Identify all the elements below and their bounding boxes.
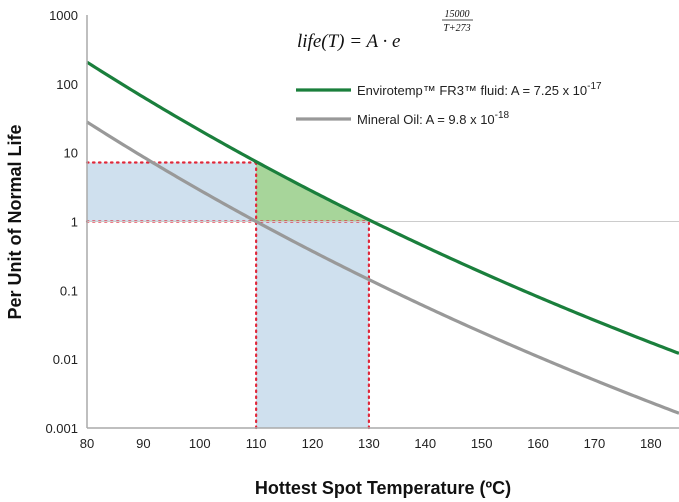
- tick-labels: 80 90 100 110 120 130 140 150 160 170 1800.0010.01…: [45, 8, 661, 451]
- y-tick-label: 0.01: [53, 352, 78, 367]
- series-line-0: [86, 60, 679, 355]
- shaded-regions: [87, 161, 369, 428]
- series-line-1: [86, 120, 679, 415]
- x-tick-label: 110: [246, 436, 267, 451]
- x-tick-label: 80: [80, 436, 94, 451]
- x-tick-label: 100: [189, 436, 211, 451]
- y-axis-title: Per Unit of Normal Life: [5, 124, 25, 319]
- y-tick-label: 0.1: [60, 283, 78, 298]
- legend-label-1: Mineral Oil: A = 9.8 x 10-18: [357, 110, 510, 127]
- legend-label-exponent: -18: [495, 110, 510, 121]
- legend-label-exponent: -17: [587, 81, 602, 92]
- legend: Envirotemp™ FR3™ fluid: A = 7.25 x 10-17…: [296, 81, 602, 127]
- y-tick-label: 1000: [49, 8, 78, 23]
- formula-exponent-denominator: T+273: [443, 23, 470, 34]
- formula-main: life(T) = A · e: [297, 31, 400, 52]
- x-tick-label: 170: [584, 436, 606, 451]
- legend-label-text: Envirotemp™ FR3™ fluid: A = 7.25 x 10: [357, 83, 587, 98]
- x-tick-label: 130: [358, 436, 380, 451]
- y-tick-label: 10: [64, 146, 78, 161]
- legend-label-0: Envirotemp™ FR3™ fluid: A = 7.25 x 10-17: [357, 81, 602, 98]
- series-lines: [86, 60, 679, 415]
- y-tick-label: 1: [71, 215, 78, 230]
- y-tick-label: 0.001: [45, 421, 78, 436]
- x-tick-label: 180: [640, 436, 662, 451]
- x-tick-label: 90: [136, 436, 150, 451]
- x-tick-label: 160: [527, 436, 549, 451]
- x-axis-title: Hottest Spot Temperature (ºC): [255, 478, 511, 498]
- axes: [86, 15, 679, 429]
- shaded-region-1: [256, 221, 369, 428]
- y-tick-label: 100: [56, 77, 78, 92]
- x-tick-label: 150: [471, 436, 493, 451]
- x-tick-label: 140: [414, 436, 436, 451]
- life-formula: life(T) = A · e 15000 T+273: [297, 9, 473, 52]
- legend-label-text: Mineral Oil: A = 9.8 x 10: [357, 112, 495, 127]
- x-tick-label: 120: [302, 436, 324, 451]
- formula-exponent-numerator: 15000: [445, 9, 470, 20]
- shaded-region-0: [87, 162, 257, 222]
